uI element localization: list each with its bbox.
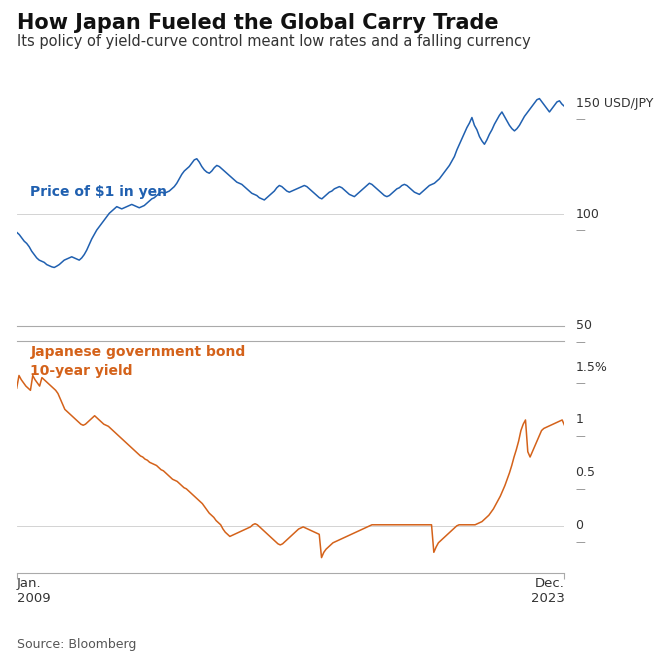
Text: Jan.
2009: Jan. 2009 [17, 577, 50, 605]
Text: 150 USD/JPY: 150 USD/JPY [576, 97, 653, 109]
Text: 50: 50 [576, 320, 592, 332]
Text: —: — [576, 431, 585, 441]
Text: —: — [576, 337, 585, 347]
Text: How Japan Fueled the Global Carry Trade: How Japan Fueled the Global Carry Trade [17, 13, 498, 33]
Text: 1: 1 [576, 414, 583, 426]
Text: 0.5: 0.5 [576, 466, 596, 479]
Text: —: — [576, 225, 585, 235]
Text: 100: 100 [576, 208, 599, 221]
Text: —: — [576, 484, 585, 494]
Text: —: — [576, 114, 585, 124]
Text: Its policy of yield-curve control meant low rates and a falling currency: Its policy of yield-curve control meant … [17, 34, 530, 50]
Text: Dec.
2023: Dec. 2023 [530, 577, 564, 605]
Text: —: — [576, 378, 585, 388]
Text: Source: Bloomberg: Source: Bloomberg [17, 638, 136, 651]
Text: 1.5%: 1.5% [576, 361, 607, 373]
Text: —: — [576, 537, 585, 547]
Text: 0: 0 [576, 519, 584, 532]
Text: Japanese government bond
10-year yield: Japanese government bond 10-year yield [31, 345, 246, 378]
Text: Price of $1 in yen: Price of $1 in yen [31, 185, 168, 199]
